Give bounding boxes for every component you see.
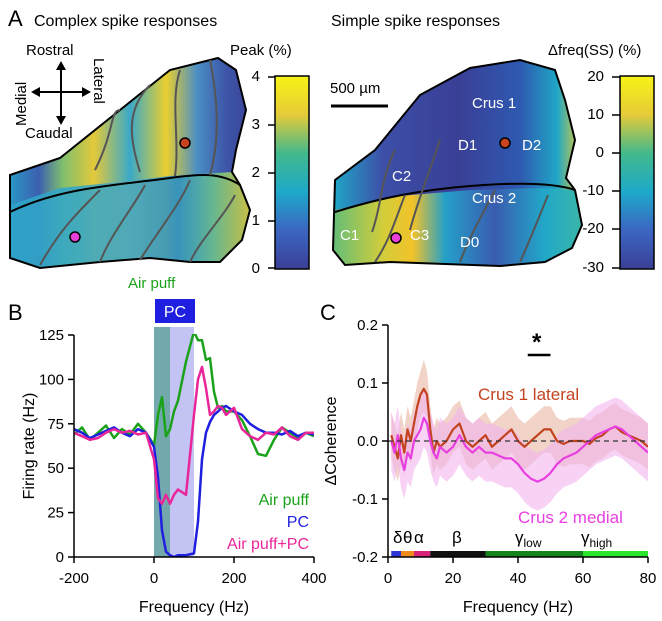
crus2-label: Crus 2 xyxy=(472,190,516,207)
ss-tick-m10: -10 xyxy=(582,182,604,199)
x-tick-label: 60 xyxy=(575,570,592,587)
y-tick-label: -0.2 xyxy=(352,549,378,566)
ss-tick-0: 0 xyxy=(596,144,604,161)
ss-colorbar: Δfreq(SS) (%) 20 10 0 -10 -20 -30 xyxy=(548,42,655,276)
panel-b-letter: B xyxy=(8,300,23,325)
y-tick-label: 100 xyxy=(39,371,64,388)
firing-rate-lines xyxy=(74,334,314,557)
y-axis-label: Firing rate (Hz) xyxy=(21,393,38,500)
y-tick-label: 75 xyxy=(47,416,64,433)
ss-colorbar-title: Δfreq(SS) (%) xyxy=(548,42,641,59)
y-tick-label: 0.2 xyxy=(357,317,378,334)
orientation-cross: Rostral Caudal Medial Lateral xyxy=(13,42,107,142)
c1-label: C1 xyxy=(340,227,359,244)
x-tick-label: 80 xyxy=(640,570,657,587)
cs-tick-1: 1 xyxy=(252,212,260,229)
ss-tick-m30: -30 xyxy=(582,259,604,276)
cs-medial-marker xyxy=(69,231,81,243)
band-strip-4 xyxy=(485,551,583,557)
c2-label: C2 xyxy=(392,168,411,185)
cs-tick-3: 3 xyxy=(252,116,260,133)
x-axis-label: Frequency (Hz) xyxy=(139,599,249,616)
band-strip-3 xyxy=(430,551,486,557)
series-line-air-puff-pc xyxy=(74,365,314,505)
cs-colorbar: Peak (%) 4 3 2 1 0 xyxy=(230,42,310,277)
firing-rate-chart: 0 25 50 75 100 125 -200 0 200 400 Frequency (Hz) Fi… xyxy=(21,327,327,616)
series-line-crus1-lateral xyxy=(390,387,648,460)
lateral-label: Lateral xyxy=(90,58,107,104)
y-tick-label: 0 xyxy=(56,549,64,566)
x-tick-label: 20 xyxy=(445,570,462,587)
x-tick-label: -200 xyxy=(59,570,89,587)
cs-tick-0: 0 xyxy=(252,260,260,277)
ss-tick-20: 20 xyxy=(587,68,604,85)
frequency-band-labels: δ θ α β γlow γhigh xyxy=(393,528,612,550)
y-tick-label: 25 xyxy=(47,505,64,522)
band-label-1: θ xyxy=(403,528,412,547)
crus1-lateral-label: Crus 1 lateral xyxy=(478,385,579,404)
caudal-label: Caudal xyxy=(25,125,73,142)
cs-title: Complex spike responses xyxy=(34,13,217,30)
panel-a-letter: A xyxy=(8,6,23,31)
band-label-3: β xyxy=(452,528,462,547)
ss-response-map: Crus 1 D1 D2 C2 Crus 2 C1 C3 D0 xyxy=(331,58,584,268)
band-label-0: δ xyxy=(393,528,402,547)
series-line-crus2-medial xyxy=(390,416,648,483)
coherence-lines xyxy=(390,359,648,511)
x-tick-label: 40 xyxy=(510,570,527,587)
significance-star: * xyxy=(532,329,542,356)
band-strip-0 xyxy=(391,551,401,557)
c3-label: C3 xyxy=(410,227,429,244)
x-axis-label: Frequency (Hz) xyxy=(463,599,573,616)
stim-shading-1 xyxy=(170,327,194,557)
cs-lateral-marker xyxy=(179,137,191,149)
band-strip-1 xyxy=(401,551,414,557)
air-puff-stim-label: Air puff xyxy=(128,275,176,292)
series-line-air-puff xyxy=(74,334,314,458)
d2-label: D2 xyxy=(522,137,541,154)
scale-bar-label: 500 µm xyxy=(330,80,380,97)
panel-c-letter: C xyxy=(320,300,336,325)
ss-medial-marker xyxy=(390,232,402,244)
y-tick-label: 125 xyxy=(39,327,64,344)
crus1-label: Crus 1 xyxy=(472,95,516,112)
band-strip-2 xyxy=(414,551,431,557)
medial-label: Medial xyxy=(13,82,30,126)
legend-air-puff-pc: Air puff+PC xyxy=(227,536,309,553)
y-tick-label: 50 xyxy=(47,460,64,477)
ss-tick-10: 10 xyxy=(587,106,604,123)
x-tick-label: 400 xyxy=(301,570,326,587)
d0-label: D0 xyxy=(460,234,479,251)
band-label-5: γhigh xyxy=(581,528,612,550)
cs-tick-4: 4 xyxy=(252,68,260,85)
x-tick-label: 0 xyxy=(150,570,158,587)
ss-lateral-marker xyxy=(499,137,511,149)
band-strip-5 xyxy=(583,551,648,557)
crus2-medial-label: Crus 2 medial xyxy=(518,508,623,527)
y-tick-label: 0.1 xyxy=(357,375,378,392)
chart-b-legend: Air puff PC Air puff+PC xyxy=(227,492,310,553)
cs-colorbar-title: Peak (%) xyxy=(230,42,292,59)
ss-tick-m20: -20 xyxy=(582,220,604,237)
y-tick-label: -0.1 xyxy=(352,491,378,508)
legend-air-puff: Air puff xyxy=(259,492,310,509)
ci-band-crus2 xyxy=(391,388,648,511)
ss-title: Simple spike responses xyxy=(331,13,500,30)
pc-stim-label: PC xyxy=(164,304,186,321)
band-label-2: α xyxy=(414,528,424,547)
x-tick-label: 200 xyxy=(221,570,246,587)
d1-label: D1 xyxy=(458,137,477,154)
cs-tick-2: 2 xyxy=(252,164,260,181)
rostral-label: Rostral xyxy=(26,42,74,59)
pc-stim-box xyxy=(155,299,195,323)
y-tick-label: 0.0 xyxy=(357,433,378,450)
cs-response-map xyxy=(9,56,252,270)
x-tick-label: 0 xyxy=(384,570,392,587)
band-label-4: γlow xyxy=(515,528,542,550)
legend-pc: PC xyxy=(287,514,309,531)
y-axis-label: ΔCoherence xyxy=(323,396,340,485)
coherence-chart: -0.2 -0.1 0.0 0.1 0.2 0 20 40 60 80 Frequency (Hz)… xyxy=(323,317,656,616)
